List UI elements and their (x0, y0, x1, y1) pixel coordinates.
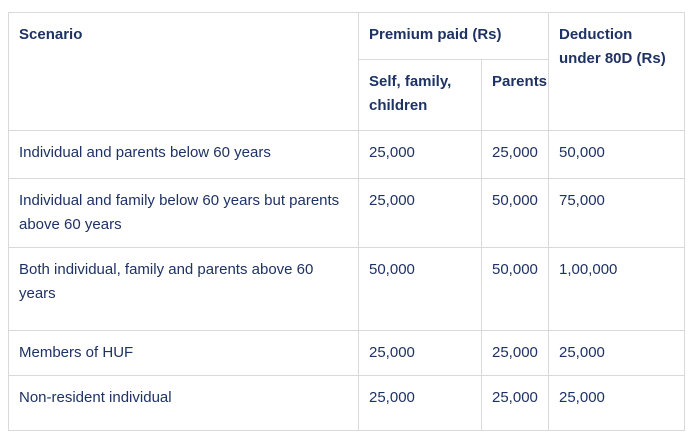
header-deduction-80d: Deduction under 80D (Rs) (548, 12, 685, 131)
cell-deduction: 50,000 (548, 130, 685, 179)
cell-parents: 50,000 (481, 247, 549, 331)
table-row: Individual and family below 60 years but… (8, 178, 685, 248)
cell-self-family-children: 25,000 (358, 330, 482, 376)
cell-deduction: 75,000 (548, 178, 685, 248)
cell-deduction: 25,000 (548, 330, 685, 376)
cell-deduction: 25,000 (548, 375, 685, 431)
cell-parents: 25,000 (481, 130, 549, 179)
cell-scenario: Individual and parents below 60 years (8, 130, 359, 179)
header-scenario: Scenario (8, 12, 359, 131)
cell-scenario: Both individual, family and parents abov… (8, 247, 359, 331)
cell-self-family-children: 25,000 (358, 375, 482, 431)
header-self-family-children: Self, family, children (358, 59, 482, 131)
cell-scenario: Individual and family below 60 years but… (8, 178, 359, 248)
cell-self-family-children: 50,000 (358, 247, 482, 331)
table-row: Members of HUF 25,000 25,000 25,000 (8, 330, 685, 376)
header-premium-paid-group: Premium paid (Rs) (358, 12, 549, 60)
cell-parents: 50,000 (481, 178, 549, 248)
cell-self-family-children: 25,000 (358, 178, 482, 248)
header-parents: Parents (481, 59, 549, 131)
cell-deduction: 1,00,000 (548, 247, 685, 331)
deduction-80d-table: Scenario Premium paid (Rs) Deduction und… (8, 12, 685, 431)
cell-scenario: Non-resident individual (8, 375, 359, 431)
cell-parents: 25,000 (481, 375, 549, 431)
deduction-80d-table-container: Scenario Premium paid (Rs) Deduction und… (8, 12, 685, 431)
cell-parents: 25,000 (481, 330, 549, 376)
table-row: Both individual, family and parents abov… (8, 247, 685, 331)
table-row: Non-resident individual 25,000 25,000 25… (8, 375, 685, 431)
cell-scenario: Members of HUF (8, 330, 359, 376)
cell-self-family-children: 25,000 (358, 130, 482, 179)
table-row: Individual and parents below 60 years 25… (8, 130, 685, 179)
